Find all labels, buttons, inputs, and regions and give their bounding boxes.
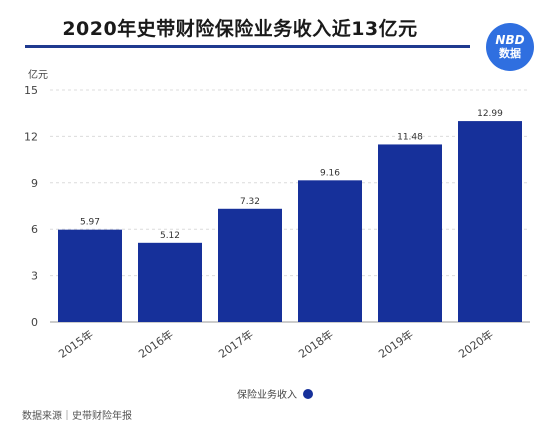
x-tick-label: 2020年 [456, 327, 496, 361]
bar-value-label: 11.48 [397, 132, 423, 142]
x-tick-label: 2016年 [136, 327, 176, 361]
bars: 5.97 5.12 7.32 9.16 11.48 12.99 [58, 109, 522, 322]
bar [458, 121, 522, 322]
bar [378, 144, 442, 322]
bar-value-label: 12.99 [477, 109, 503, 119]
title-underline [25, 45, 470, 48]
y-tick-label: 6 [31, 223, 38, 236]
legend-swatch [303, 388, 313, 399]
legend-label: 保险业务收入 [237, 390, 297, 401]
x-tick-label: 2015年 [56, 327, 96, 361]
chart-title: 2020年史带财险保险业务收入近13亿元 [62, 18, 418, 40]
y-tick-label: 15 [24, 84, 38, 97]
x-tick-label: 2019年 [376, 327, 416, 361]
x-tick-label: 2018年 [296, 327, 336, 361]
y-tick-label: 12 [24, 130, 38, 143]
bar-value-label: 9.16 [320, 168, 340, 178]
legend: 保险业务收入 [0, 386, 550, 401]
y-axis-ticks: 0 3 6 9 12 15 [24, 84, 38, 329]
data-source-note: 数据来源｜史带财险年报 [22, 411, 132, 422]
bar [218, 208, 282, 322]
y-tick-label: 9 [31, 177, 38, 190]
logo-bottom-text: 数据 [499, 47, 521, 60]
logo-top-text: NBD [495, 33, 525, 47]
x-tick-label: 2017年 [216, 327, 256, 361]
bar [138, 242, 202, 322]
nbd-logo: NBD 数据 [486, 23, 534, 71]
bar-value-label: 7.32 [240, 197, 260, 207]
y-axis-unit-label: 亿元 [28, 68, 48, 81]
grid-lines [50, 89, 530, 323]
y-tick-label: 0 [31, 316, 38, 329]
bar-value-label: 5.12 [160, 231, 180, 241]
bar-value-label: 5.97 [80, 218, 100, 228]
bar [58, 229, 122, 322]
y-tick-label: 3 [31, 270, 38, 283]
bar [298, 180, 362, 322]
x-axis-ticks: 2015年 2016年 2017年 2018年 2019年 2020年 [56, 327, 496, 361]
